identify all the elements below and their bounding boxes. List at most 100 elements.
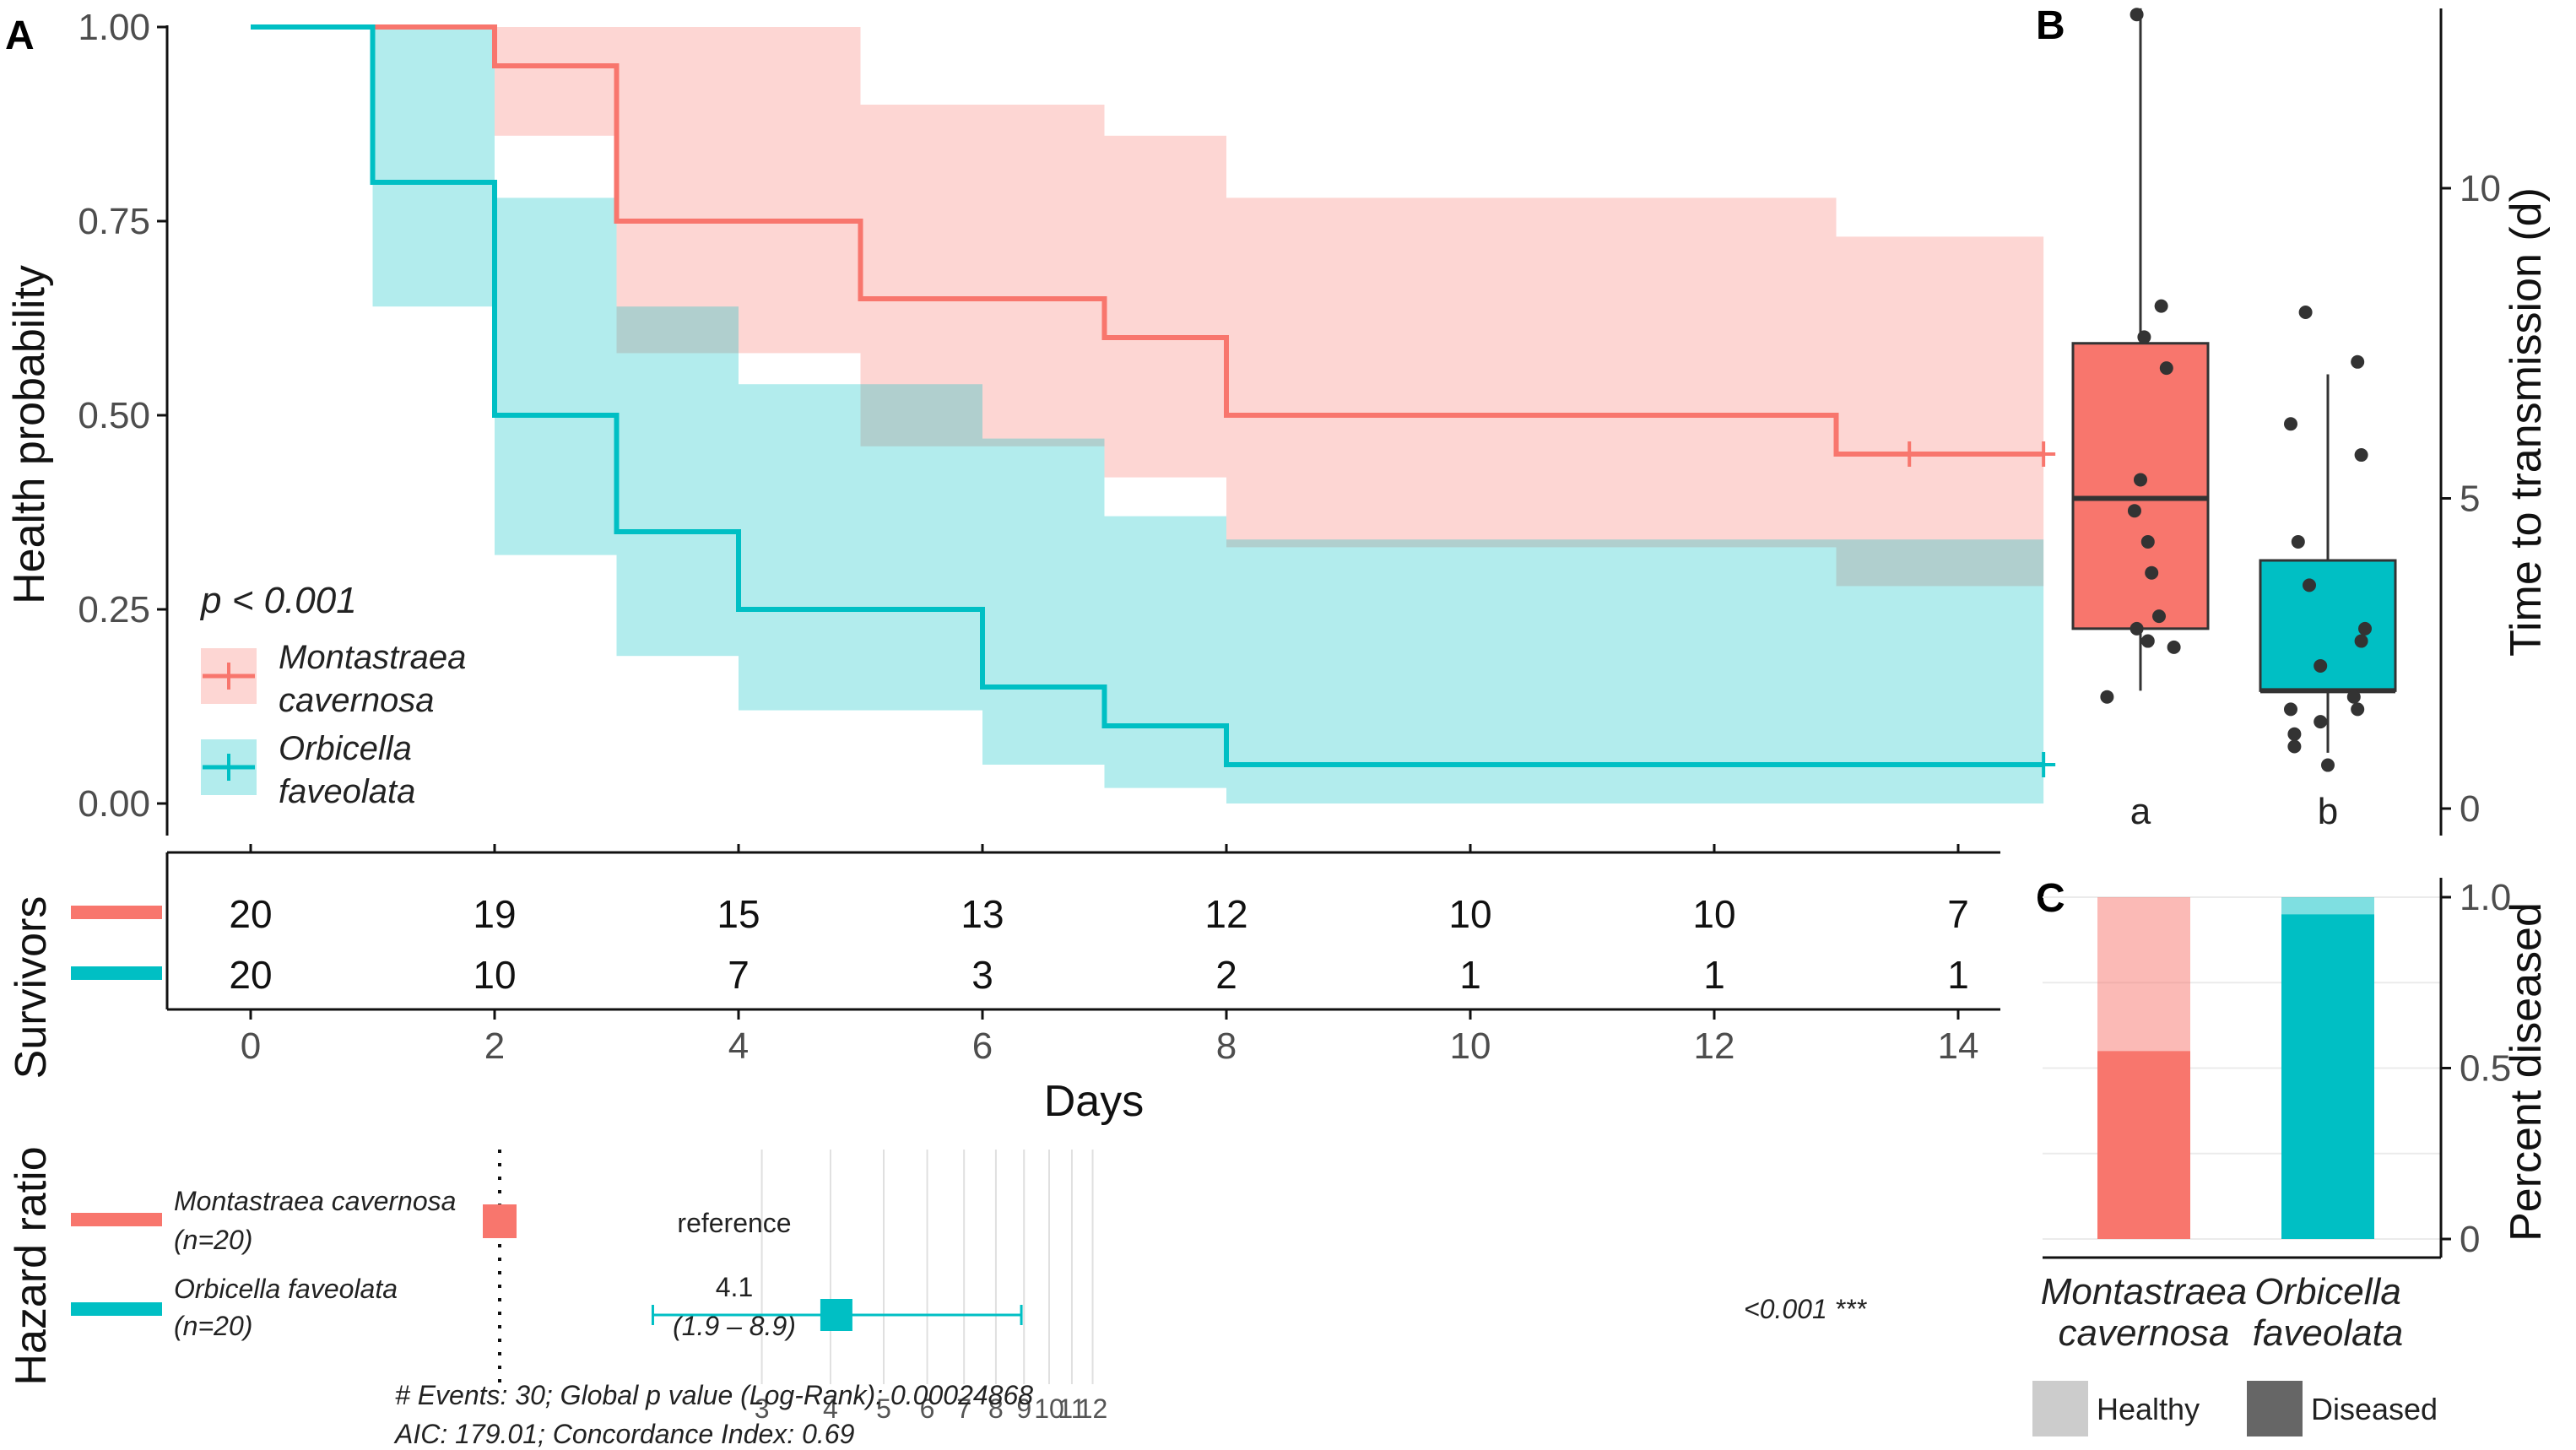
km-ci-band-ofav bbox=[739, 384, 982, 711]
box-point-ofav bbox=[2351, 702, 2365, 717]
table-value-mcav: 19 bbox=[473, 892, 516, 936]
box-point-mcav bbox=[2145, 565, 2159, 580]
table-x-tick-label: 8 bbox=[1216, 1025, 1237, 1067]
table-value-ofav: 7 bbox=[728, 953, 750, 997]
box-y-tick-label: 0 bbox=[2460, 788, 2480, 830]
table-top-ticks bbox=[249, 844, 1960, 852]
box-point-mcav bbox=[2140, 634, 2155, 648]
hazard-y-axis-title: Hazard ratio bbox=[7, 1146, 56, 1385]
table-row-key-mcav bbox=[71, 906, 162, 919]
box-letter-b: b bbox=[2318, 791, 2338, 832]
table-value-ofav: 3 bbox=[971, 953, 993, 997]
hazard-row-n-ofav: (n=20) bbox=[174, 1311, 252, 1341]
box-point-mcav bbox=[2152, 609, 2166, 624]
km-ci-band-mcav bbox=[616, 27, 861, 354]
box-point-ofav bbox=[2287, 727, 2302, 741]
box-point-mcav bbox=[2127, 504, 2141, 518]
table-x-tick-label: 6 bbox=[972, 1025, 993, 1067]
bar-cat-ofav-1: Orbicella bbox=[2254, 1271, 2401, 1312]
table-x-tick-label: 12 bbox=[1694, 1025, 1735, 1067]
hazard-x-tick-label: 3 bbox=[755, 1393, 770, 1424]
box-point-mcav bbox=[2137, 330, 2151, 344]
km-legend-label-mcav-2: cavernosa bbox=[279, 682, 435, 719]
hazard-pvalue-ofav: <0.001 *** bbox=[1744, 1294, 1868, 1324]
box-point-ofav bbox=[2284, 702, 2297, 717]
km-y-tick-label: 0.75 bbox=[78, 201, 150, 242]
km-lines bbox=[251, 24, 2044, 767]
bar-diseased-mcav bbox=[2097, 1051, 2190, 1239]
hazard-label-mcav: reference bbox=[677, 1208, 791, 1238]
hazard-x-tick-label: 8 bbox=[988, 1393, 1004, 1424]
hazard-point-ofav bbox=[820, 1299, 852, 1331]
bar-y-axis-title: Percent diseased bbox=[2502, 902, 2551, 1242]
table-value-mcav: 13 bbox=[961, 892, 1004, 936]
km-ci-band-mcav bbox=[1226, 197, 1837, 548]
box-point-ofav bbox=[2358, 621, 2372, 636]
bar-legend-key-healthy bbox=[2032, 1381, 2088, 1436]
km-ci-band-mcav bbox=[495, 27, 617, 136]
table-value-mcav: 7 bbox=[1947, 892, 1969, 936]
km-ci-band-ofav bbox=[495, 197, 617, 555]
table-x-tick-label: 14 bbox=[1938, 1025, 1979, 1067]
km-ci-band-ofav bbox=[982, 438, 1105, 765]
table-bottom-ticks: 0 2 4 6 8 10 12 14 bbox=[241, 1009, 1979, 1067]
hazard-point-mcav bbox=[483, 1204, 517, 1238]
table-value-mcav: 20 bbox=[229, 892, 272, 936]
hazard-x-tick-label: 4 bbox=[823, 1393, 838, 1424]
hazard-x-tick-label: 9 bbox=[1016, 1393, 1031, 1424]
box-point-ofav bbox=[2314, 715, 2328, 729]
box-point-mcav bbox=[2100, 690, 2114, 704]
km-ci-band-mcav bbox=[1104, 135, 1226, 478]
box-point-ofav bbox=[2314, 658, 2328, 673]
bar-diseased-ofav bbox=[2281, 914, 2374, 1239]
box-y-tick-label: 5 bbox=[2460, 479, 2480, 520]
hazard-x-tick-label: 10 bbox=[1034, 1393, 1064, 1424]
km-ci-bands bbox=[372, 27, 2044, 803]
box-point-ofav bbox=[2287, 739, 2302, 754]
table-x-tick-label: 4 bbox=[728, 1025, 749, 1067]
table-value-ofav: 20 bbox=[229, 953, 272, 997]
km-ci-band-ofav bbox=[616, 306, 739, 657]
hazard-row-key-mcav bbox=[71, 1213, 162, 1226]
table-value-ofav: 2 bbox=[1215, 953, 1237, 997]
km-line-ofav bbox=[251, 24, 2044, 767]
bar-y-tick-label: 0.5 bbox=[2460, 1048, 2511, 1090]
km-legend-label-mcav-1: Montastraea bbox=[279, 639, 466, 676]
box-point-mcav bbox=[2154, 299, 2168, 313]
table-value-mcav: 15 bbox=[717, 892, 760, 936]
box-point-mcav bbox=[2159, 361, 2173, 376]
km-ci-band-mcav bbox=[982, 105, 1105, 446]
box-point-ofav bbox=[2321, 758, 2335, 772]
hazard-grid bbox=[760, 1150, 1094, 1384]
table-row-key-ofav bbox=[71, 966, 162, 980]
bar-healthy-ofav bbox=[2281, 897, 2374, 915]
box-point-ofav bbox=[2354, 634, 2368, 648]
panel-b-label: B bbox=[2036, 3, 2065, 48]
table-value-ofav: 1 bbox=[1459, 953, 1481, 997]
panel-c-label: C bbox=[2036, 876, 2065, 921]
bar-y-ticks: 0 0.5 1.0 bbox=[2441, 877, 2511, 1260]
km-ci-band-mcav bbox=[860, 105, 982, 446]
table-x-tick-label: 0 bbox=[241, 1025, 261, 1067]
km-ci-band-ofav bbox=[372, 27, 495, 307]
box-point-mcav bbox=[2130, 621, 2144, 636]
km-ci-band-mcav bbox=[1836, 236, 2044, 587]
box-point-mcav bbox=[2134, 473, 2147, 487]
box-y-axis-title: Time to transmission (d) bbox=[2502, 187, 2551, 657]
hazard-label-ofav: 4.1 bbox=[716, 1272, 753, 1302]
bar-stacks bbox=[2097, 897, 2374, 1239]
table-value-mcav: 12 bbox=[1204, 892, 1247, 936]
hazard-panel: Hazard ratio Montastraea cavernosa (n=20… bbox=[7, 1146, 1868, 1449]
bar-y-tick-label: 1.0 bbox=[2460, 877, 2511, 918]
bar-legend: Healthy Diseased bbox=[2032, 1381, 2438, 1436]
hazard-x-tick-label: 6 bbox=[920, 1393, 935, 1424]
table-x-axis-title: Days bbox=[1044, 1077, 1144, 1126]
km-legend-label-ofav-2: faveolata bbox=[279, 773, 415, 810]
table-value-mcav: 10 bbox=[1692, 892, 1735, 936]
box-point-ofav bbox=[2354, 448, 2368, 463]
km-y-tick-label: 1.00 bbox=[78, 7, 150, 48]
box-groups bbox=[2071, 8, 2397, 753]
hazard-ci-bar-ofav bbox=[651, 1299, 1023, 1331]
